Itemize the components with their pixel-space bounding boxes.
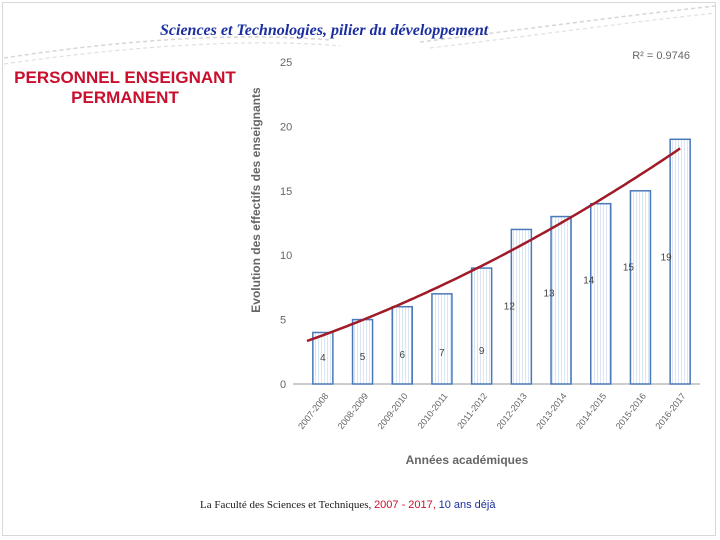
y-tick-label: 10 (280, 250, 292, 262)
y-tick-label: 15 (280, 186, 292, 198)
bar (550, 215, 572, 385)
x-tick-label: 2016-2017 (653, 391, 687, 431)
footer-prefix: La Faculté des Sciences et Techniques, (200, 499, 375, 511)
trend-line (306, 147, 681, 343)
data-label: 12 (504, 301, 516, 312)
section-title-line1: PERSONNEL ENSEIGNANT (14, 68, 236, 87)
x-tick-label: 2007-2008 (296, 391, 330, 431)
data-label: 14 (583, 276, 595, 287)
bar (629, 190, 652, 385)
footer-text: La Faculté des Sciences et Techniques, 2… (200, 499, 495, 511)
r-squared-label: R² = 0.9746 (632, 50, 690, 62)
y-axis-title: Evolution des effectifs des enseignants (249, 87, 263, 313)
data-label: 15 (623, 263, 635, 274)
bar (590, 202, 612, 385)
data-label: 5 (360, 352, 366, 363)
bar (510, 228, 533, 385)
bar (312, 331, 334, 385)
section-title: PERSONNEL ENSEIGNANT PERMANENT (6, 68, 244, 108)
data-label: 9 (479, 346, 485, 357)
x-tick-label: 2013-2014 (534, 391, 568, 431)
section-title-line2: PERMANENT (71, 88, 179, 107)
bar (669, 138, 691, 385)
slide-title: Sciences et Technologies, pilier du déve… (160, 22, 489, 39)
y-tick-label: 5 (280, 315, 286, 327)
y-tick-label: 0 (280, 379, 286, 391)
data-label: 6 (399, 350, 405, 361)
x-tick-label: 2008-2009 (336, 391, 370, 431)
data-label: 19 (661, 252, 673, 263)
data-label: 13 (543, 288, 555, 299)
x-tick-label: 2014-2015 (574, 391, 608, 431)
data-label: 4 (320, 353, 326, 364)
y-tick-label: 25 (280, 57, 292, 69)
bar (391, 305, 413, 385)
bar (431, 293, 453, 385)
x-tick-label: 2010-2011 (416, 391, 450, 431)
x-tick-label: 2015-2016 (614, 391, 648, 431)
footer-years: 2007 - 2017, (374, 499, 436, 511)
footer-suffix: 10 ans déjà (438, 499, 496, 511)
x-axis-title: Années académiques (406, 453, 529, 467)
data-label: 7 (439, 348, 445, 359)
y-tick-label: 20 (280, 121, 292, 133)
bar (470, 267, 493, 385)
x-tick-label: 2011-2012 (455, 391, 489, 431)
x-tick-label: 2009-2010 (375, 391, 409, 431)
x-tick-label: 2012-2013 (495, 391, 529, 431)
